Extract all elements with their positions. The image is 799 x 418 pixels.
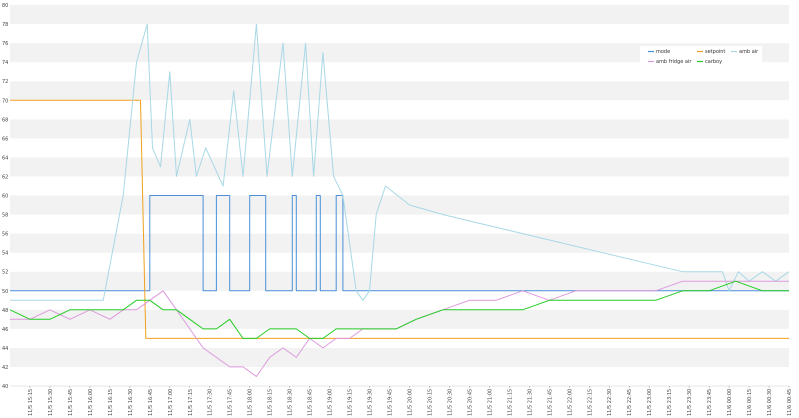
y-tick-label: 40 bbox=[2, 384, 8, 390]
x-tick-label: 11/5 17:00 bbox=[168, 389, 174, 416]
x-tick-label: 11/5 23:30 bbox=[687, 389, 693, 416]
x-tick-label: 11/5 21:00 bbox=[487, 389, 493, 416]
grid-band bbox=[10, 119, 789, 139]
y-tick-label: 64 bbox=[2, 155, 8, 161]
plot-area bbox=[9, 23, 790, 377]
x-tick-label: 11/5 16:00 bbox=[88, 389, 94, 416]
x-tick-label: 11/5 15:15 bbox=[28, 389, 34, 416]
x-tick-label: 11/5 15:45 bbox=[68, 389, 74, 416]
series-line-amb-air bbox=[10, 23, 790, 301]
x-tick-label: 11/6 00:45 bbox=[787, 389, 793, 416]
y-tick-label: 72 bbox=[2, 79, 8, 85]
y-tick-label: 76 bbox=[2, 41, 8, 47]
y-tick-label: 42 bbox=[2, 365, 8, 371]
grid-band bbox=[10, 290, 789, 310]
x-tick-label: 11/5 15:30 bbox=[48, 389, 54, 416]
x-tick-label: 11/5 17:15 bbox=[188, 389, 194, 416]
x-tick-label: 11/5 18:15 bbox=[268, 389, 274, 416]
y-tick-label: 58 bbox=[2, 213, 8, 219]
x-tick-label: 11/6 00:30 bbox=[767, 389, 773, 416]
y-tick-label: 44 bbox=[2, 346, 8, 352]
x-tick-label: 11/5 19:00 bbox=[328, 389, 334, 416]
y-tick-label: 78 bbox=[2, 22, 8, 28]
grid-band bbox=[10, 43, 789, 63]
y-axis: 40 42 44 46 48 50 52 54 56 58 60 62 64 66 68 70 72 74 76 78… bbox=[2, 3, 8, 390]
x-tick-label: 11/5 20:00 bbox=[407, 389, 413, 416]
x-tick-label: 11/5 17:30 bbox=[208, 389, 214, 416]
x-tick-label: 11/5 16:30 bbox=[128, 389, 134, 416]
y-tick-label: 52 bbox=[2, 270, 8, 276]
legend-label: setpoint bbox=[705, 49, 725, 55]
x-tick-label: 11/5 22:00 bbox=[567, 389, 573, 416]
grid-band bbox=[10, 252, 789, 272]
x-tick-label: 11/5 21:30 bbox=[527, 389, 533, 416]
x-tick-label: 11/5 20:15 bbox=[427, 389, 433, 416]
x-tick-label: 11/5 20:30 bbox=[447, 389, 453, 416]
y-tick-label: 74 bbox=[2, 60, 8, 66]
grid-band bbox=[10, 214, 789, 234]
legend: mode setpoint amb air amb fridge air carboy bbox=[640, 46, 762, 68]
legend-label: carboy bbox=[705, 59, 722, 65]
x-tick-label: 11/5 23:00 bbox=[647, 389, 653, 416]
x-tick-label: 11/5 19:30 bbox=[368, 389, 374, 416]
x-tick-label: 11/5 16:15 bbox=[108, 389, 114, 416]
grid-band bbox=[10, 176, 789, 196]
x-tick-label: 11/5 18:30 bbox=[288, 389, 294, 416]
x-tick-label: 11/5 19:15 bbox=[348, 389, 354, 416]
grid-band bbox=[10, 62, 789, 82]
legend-label: amb fridge air bbox=[656, 59, 692, 65]
y-tick-label: 50 bbox=[2, 289, 8, 295]
x-tick-label: 11/5 22:45 bbox=[627, 389, 633, 416]
x-tick-label: 11/5 18:00 bbox=[248, 389, 254, 416]
legend-label: amb air bbox=[739, 49, 759, 55]
x-tick-label: 11/5 20:45 bbox=[467, 389, 473, 416]
grid-band bbox=[10, 24, 789, 44]
grid-band bbox=[10, 138, 789, 158]
x-tick-label: 11/5 23:15 bbox=[667, 389, 673, 416]
grid-band bbox=[10, 366, 789, 386]
series-line-setpoint bbox=[10, 99, 789, 339]
grid-band bbox=[10, 100, 789, 120]
grid-band bbox=[10, 157, 789, 177]
x-tick-label: 11/5 19:45 bbox=[388, 389, 394, 416]
y-tick-label: 60 bbox=[2, 194, 8, 200]
y-tick-label: 80 bbox=[2, 3, 8, 9]
y-tick-label: 66 bbox=[2, 136, 8, 142]
y-tick-label: 54 bbox=[2, 251, 8, 257]
series-line-mode bbox=[10, 195, 789, 292]
x-tick-label: 11/6 00:15 bbox=[747, 389, 753, 416]
series-line-amb-fridge-air bbox=[10, 280, 789, 377]
x-axis: 11/5 15:15 11/5 15:30 11/5 15:45 11/5 16:00… bbox=[28, 386, 793, 416]
x-tick-label: 11/5 23:45 bbox=[707, 389, 713, 416]
y-tick-label: 56 bbox=[2, 232, 8, 238]
x-tick-label: 11/5 18:45 bbox=[308, 389, 314, 416]
x-tick-label: 11/5 21:15 bbox=[507, 389, 513, 416]
grid-band bbox=[10, 271, 789, 291]
grid-band bbox=[10, 5, 789, 25]
y-tick-label: 68 bbox=[2, 117, 8, 123]
x-tick-label: 11/5 16:45 bbox=[148, 389, 154, 416]
x-tick-label: 11/5 22:30 bbox=[607, 389, 613, 416]
x-tick-label: 11/5 17:45 bbox=[228, 389, 234, 416]
x-tick-label: 11/5 21:45 bbox=[547, 389, 553, 416]
y-tick-label: 70 bbox=[2, 98, 8, 104]
grid-band bbox=[10, 81, 789, 101]
grid-bands bbox=[10, 5, 789, 387]
legend-label: mode bbox=[656, 49, 670, 55]
x-tick-label: 11/5 22:15 bbox=[587, 389, 593, 416]
y-tick-label: 46 bbox=[2, 327, 8, 333]
grid-band bbox=[10, 233, 789, 253]
grid-band bbox=[10, 195, 789, 215]
y-tick-label: 62 bbox=[2, 174, 8, 180]
grid-band bbox=[10, 309, 789, 329]
x-tick-label: 11/6 00:00 bbox=[727, 389, 733, 416]
grid-band bbox=[10, 347, 789, 367]
series-line-carboy bbox=[9, 280, 789, 339]
y-tick-label: 48 bbox=[2, 308, 8, 314]
